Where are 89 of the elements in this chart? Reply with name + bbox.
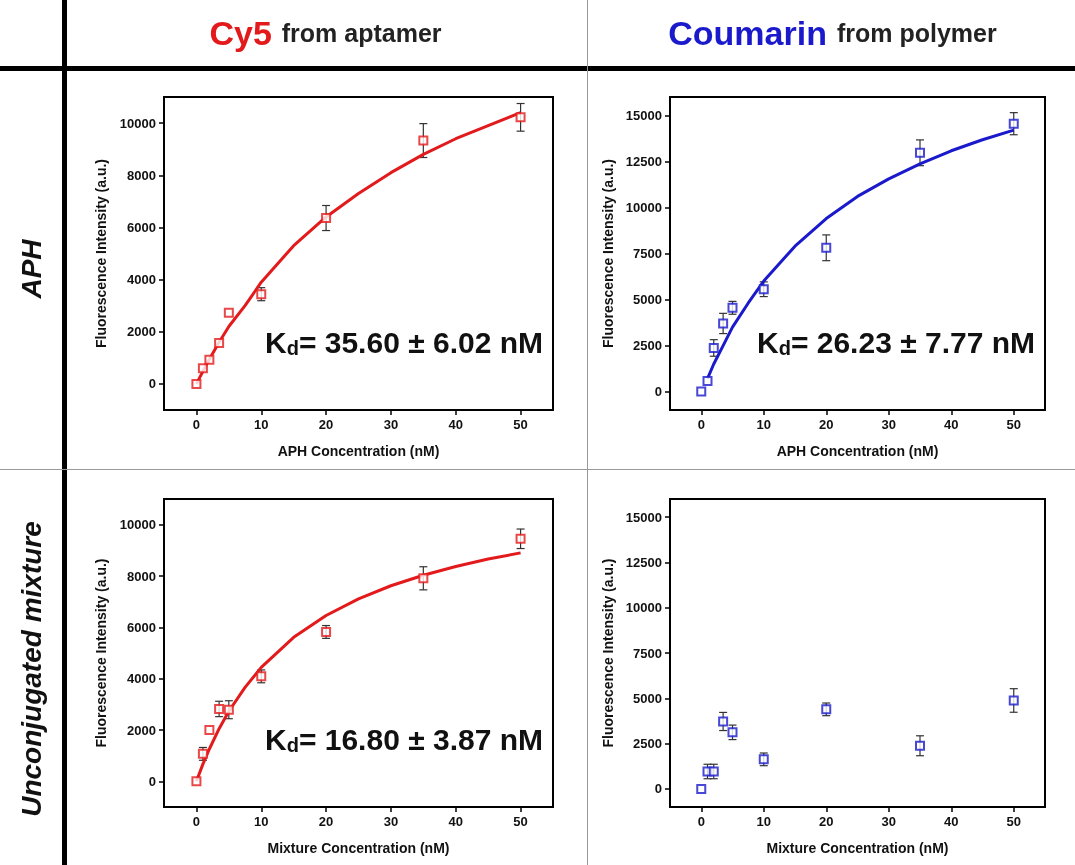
x-tick-label: 20 bbox=[819, 814, 834, 829]
point bbox=[191, 776, 202, 787]
x-tick-label: 50 bbox=[1006, 814, 1021, 829]
x-tick-label: 0 bbox=[192, 814, 201, 829]
x-tick-label: 0 bbox=[192, 417, 201, 432]
chart-title: Coumarin from polymer bbox=[668, 13, 997, 53]
x-tick-label: 40 bbox=[944, 814, 959, 829]
point bbox=[702, 375, 713, 386]
point bbox=[204, 354, 215, 365]
y-tick-label: 15000 bbox=[625, 107, 662, 123]
y-tick-label: 10000 bbox=[625, 600, 662, 616]
point bbox=[204, 725, 215, 735]
x-tick-label: 10 bbox=[254, 417, 269, 432]
y-tick-label: 5000 bbox=[633, 690, 662, 706]
y-tick-label: 12500 bbox=[625, 554, 662, 570]
annotation: Kd= 16.80 ± 3.87 nM bbox=[265, 722, 544, 756]
point bbox=[696, 783, 707, 794]
y-axis-title: Fluorescence Intensity (a.u.) bbox=[599, 558, 616, 748]
point bbox=[515, 112, 526, 123]
point bbox=[321, 213, 332, 224]
x-tick-label: 20 bbox=[819, 417, 834, 432]
point bbox=[197, 363, 208, 374]
x-axis-title: Mixture Concentration (nM) bbox=[766, 840, 949, 856]
point bbox=[821, 242, 832, 253]
x-tick-label: 0 bbox=[697, 814, 705, 829]
y-tick-label: 0 bbox=[148, 773, 156, 789]
y-tick-label: 2000 bbox=[127, 324, 156, 340]
y-tick-label: 6000 bbox=[127, 219, 156, 235]
annotation: Kd= 35.60 ± 6.02 nM bbox=[265, 325, 544, 359]
x-tick-label: 10 bbox=[254, 814, 269, 829]
x-tick-label: 40 bbox=[448, 814, 463, 829]
point bbox=[223, 704, 234, 715]
point bbox=[418, 135, 429, 146]
text: Unconjugated mixture bbox=[16, 520, 48, 817]
x-tick-label: 30 bbox=[383, 814, 399, 829]
x-tick-label: 0 bbox=[697, 417, 705, 432]
y-tick-label: 12500 bbox=[625, 153, 662, 169]
y-tick-label: 15000 bbox=[625, 509, 662, 525]
x-tick-label: 30 bbox=[881, 417, 896, 432]
point bbox=[718, 716, 729, 727]
y-tick-label: 8000 bbox=[127, 568, 156, 584]
point bbox=[708, 342, 719, 353]
y-tick-label: 10000 bbox=[119, 115, 156, 131]
y-tick-label: 0 bbox=[654, 384, 662, 400]
y-tick-label: 7500 bbox=[633, 246, 662, 261]
y-tick-label: 8000 bbox=[127, 167, 156, 183]
y-tick-label: 2500 bbox=[633, 736, 662, 752]
x-tick-label: 20 bbox=[318, 814, 334, 829]
y-axis-title: Fluorescence Intensity (a.u.) bbox=[599, 158, 616, 349]
y-tick-label: 7500 bbox=[633, 645, 662, 661]
point bbox=[515, 533, 526, 544]
x-tick-label: 50 bbox=[513, 814, 528, 829]
y-axis-title: Fluorescence Intensity (a.u.) bbox=[93, 158, 109, 349]
y-tick-label: 5000 bbox=[633, 292, 662, 308]
x-axis-title: APH Concentration (nM) bbox=[776, 443, 939, 459]
x-tick-label: 10 bbox=[756, 814, 771, 829]
point bbox=[418, 573, 429, 584]
point bbox=[223, 307, 234, 318]
text: APH bbox=[16, 239, 48, 299]
y-axis-title: Fluorescence Intensity (a.u.) bbox=[93, 558, 109, 748]
point bbox=[214, 337, 225, 348]
point bbox=[915, 147, 925, 158]
x-tick-label: 40 bbox=[944, 417, 959, 432]
x-axis-title: Mixture Concentration (nM) bbox=[267, 840, 450, 856]
x-tick-label: 10 bbox=[756, 417, 771, 432]
y-tick-label: 6000 bbox=[127, 619, 156, 635]
x-tick-label: 50 bbox=[513, 417, 528, 432]
point bbox=[1008, 118, 1019, 129]
y-tick-label: 0 bbox=[654, 781, 662, 797]
x-axis-title: APH Concentration (nM) bbox=[277, 443, 440, 459]
point bbox=[1008, 695, 1019, 706]
y-tick-label: 10000 bbox=[625, 199, 662, 215]
y-tick-label: 2500 bbox=[633, 338, 662, 354]
point bbox=[915, 740, 925, 751]
y-tick-label: 0 bbox=[148, 376, 156, 392]
y-tick-label: 10000 bbox=[119, 517, 156, 533]
x-tick-label: 30 bbox=[881, 814, 896, 829]
point bbox=[718, 318, 729, 329]
point bbox=[696, 386, 707, 397]
y-tick-label: 4000 bbox=[127, 671, 156, 687]
annotation: Kd= 26.23 ± 7.77 nM bbox=[757, 325, 1036, 359]
x-tick-label: 50 bbox=[1006, 417, 1021, 432]
y-tick-label: 4000 bbox=[127, 272, 156, 288]
point bbox=[191, 378, 202, 389]
x-tick-label: 20 bbox=[318, 417, 334, 432]
chart-title: Cy5 from aptamer bbox=[209, 13, 442, 53]
x-tick-label: 40 bbox=[448, 417, 463, 432]
y-tick-label: 2000 bbox=[127, 722, 156, 738]
x-tick-label: 30 bbox=[383, 417, 399, 432]
